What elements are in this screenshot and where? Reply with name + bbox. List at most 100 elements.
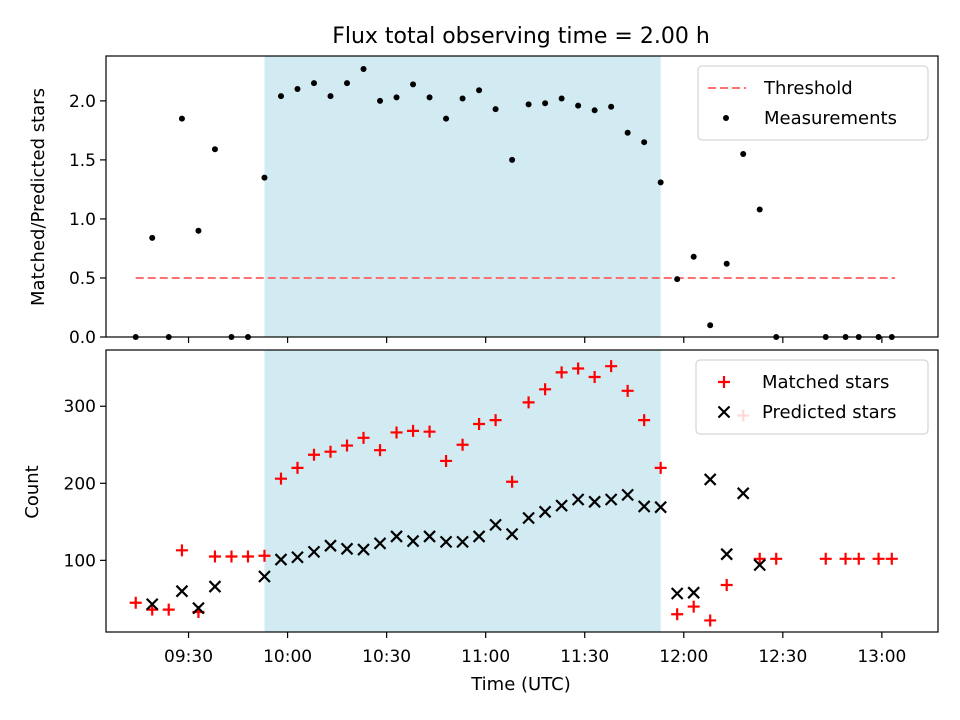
measurement-point — [393, 94, 400, 101]
matched-stars-point — [274, 472, 287, 485]
predicted-stars-point — [654, 500, 667, 514]
matched-stars-point — [407, 424, 420, 437]
predicted-stars-point — [538, 505, 552, 519]
x-axis-label: Time (UTC) — [470, 674, 571, 695]
matched-stars-point — [225, 550, 238, 563]
matched-stars-point — [753, 552, 766, 565]
count-plot-frame — [105, 349, 939, 633]
predicted-stars-point — [373, 537, 387, 550]
matched-stars-point — [423, 425, 436, 438]
matched-stars-point — [208, 550, 221, 563]
legend-label: Measurements — [764, 108, 897, 129]
ratio-y-axis-label: Matched/Predicted stars — [28, 88, 49, 306]
count-y-tick-label: 200 — [64, 474, 96, 494]
measurement-point — [149, 234, 156, 241]
matched-stars-point — [605, 360, 618, 373]
x-tick-label: 12:30 — [758, 647, 807, 667]
count-y-axis-label: Count — [22, 465, 43, 518]
measurement-point — [294, 86, 301, 93]
x-tick-label: 11:00 — [461, 647, 510, 667]
measurement-point — [641, 139, 648, 146]
measurement-point — [740, 150, 747, 157]
legend-frame — [697, 65, 929, 141]
ratio-y-tick-label: 0.5 — [69, 269, 96, 289]
ratio-y-tick-label: 1.0 — [69, 210, 96, 230]
predicted-stars-point — [555, 499, 568, 512]
matched-stars-point — [572, 362, 585, 375]
matched-stars-point — [473, 417, 486, 430]
matched-stars-point — [489, 414, 502, 427]
matched-stars-point — [440, 454, 453, 467]
measurement-point — [211, 146, 218, 153]
legend-label: Matched stars — [762, 372, 889, 393]
measurement-point — [344, 80, 351, 87]
ratio-plot-frame — [105, 55, 939, 338]
matched-stars-point — [258, 549, 271, 562]
measurement-point — [327, 93, 334, 100]
matched-stars-point — [588, 370, 601, 383]
matched-stars-point — [770, 552, 783, 565]
predicted-stars-point — [175, 584, 189, 598]
measurement-point — [674, 276, 681, 283]
measurement-point — [525, 101, 532, 108]
matched-stars-point — [671, 608, 684, 621]
predicted-stars-point — [736, 487, 750, 500]
predicted-stars-point — [357, 543, 370, 556]
predicted-stars-point — [588, 495, 601, 509]
predicted-stars-point — [703, 473, 717, 486]
measurement-point — [624, 129, 631, 136]
ratio-y-tick-label: 1.5 — [69, 151, 96, 171]
predicted-stars-point — [720, 547, 733, 561]
measurement-point — [261, 174, 268, 181]
measurement-point — [608, 103, 615, 110]
predicted-stars-point — [670, 587, 684, 600]
predicted-stars-point — [571, 493, 585, 506]
measurement-point — [195, 227, 202, 234]
measurement-point — [178, 115, 185, 122]
count-panel: 100 200 300 09:30 10:00 10:30 11:00 11:30 12:00… — [22, 349, 939, 695]
matched-stars-point — [555, 366, 568, 379]
measurement-point — [410, 81, 417, 88]
matched-stars-point — [341, 439, 354, 452]
ratio-y-tick-label: 2.0 — [69, 92, 96, 112]
x-tick-label: 11:30 — [560, 647, 609, 667]
predicted-stars-point — [406, 534, 420, 548]
measurement-point — [426, 94, 433, 101]
matched-stars-point — [308, 448, 320, 461]
ratio-panel: 0.00.51.01.52.0 Matched/Predicted stars … — [28, 55, 939, 348]
measurement-point — [723, 260, 730, 267]
predicted-stars-point — [324, 539, 337, 552]
measurement-point — [360, 65, 367, 72]
predicted-stars-point — [423, 530, 436, 543]
matched-stars-point — [129, 596, 142, 609]
matched-stars-point — [175, 544, 188, 557]
predicted-stars-point — [145, 597, 159, 611]
predicted-stars-point — [340, 542, 354, 556]
predicted-stars-point — [456, 535, 469, 549]
measurement-point — [591, 107, 598, 114]
predicted-stars-point — [472, 530, 486, 543]
measurement-point — [657, 179, 664, 186]
count-y-tick-label: 100 — [64, 551, 96, 571]
legend-frame — [695, 359, 929, 435]
legend-plus-swatch — [718, 376, 730, 388]
matched-stars-point — [638, 414, 651, 427]
x-tick-label: 13:00 — [857, 647, 906, 667]
predicted-stars-point — [307, 545, 321, 559]
observing-interval-shade — [264, 350, 661, 632]
measurement-point — [542, 100, 549, 107]
legend-x-swatch — [717, 405, 731, 419]
matched-stars-point — [456, 438, 469, 451]
count-y-tick-label: 300 — [64, 397, 96, 417]
matched-stars-point — [357, 431, 370, 444]
matched-stars-point — [654, 461, 667, 474]
chart-title: Flux total observing time = 2.00 h — [332, 24, 710, 49]
predicted-stars-point — [522, 511, 535, 525]
legend-label: Threshold — [763, 78, 853, 99]
matched-stars-point — [324, 445, 337, 458]
matched-stars-point — [539, 383, 552, 396]
matched-stars-point — [291, 461, 304, 474]
measurement-point — [476, 87, 483, 94]
count-legend: Matched stars Predicted stars — [695, 359, 929, 435]
